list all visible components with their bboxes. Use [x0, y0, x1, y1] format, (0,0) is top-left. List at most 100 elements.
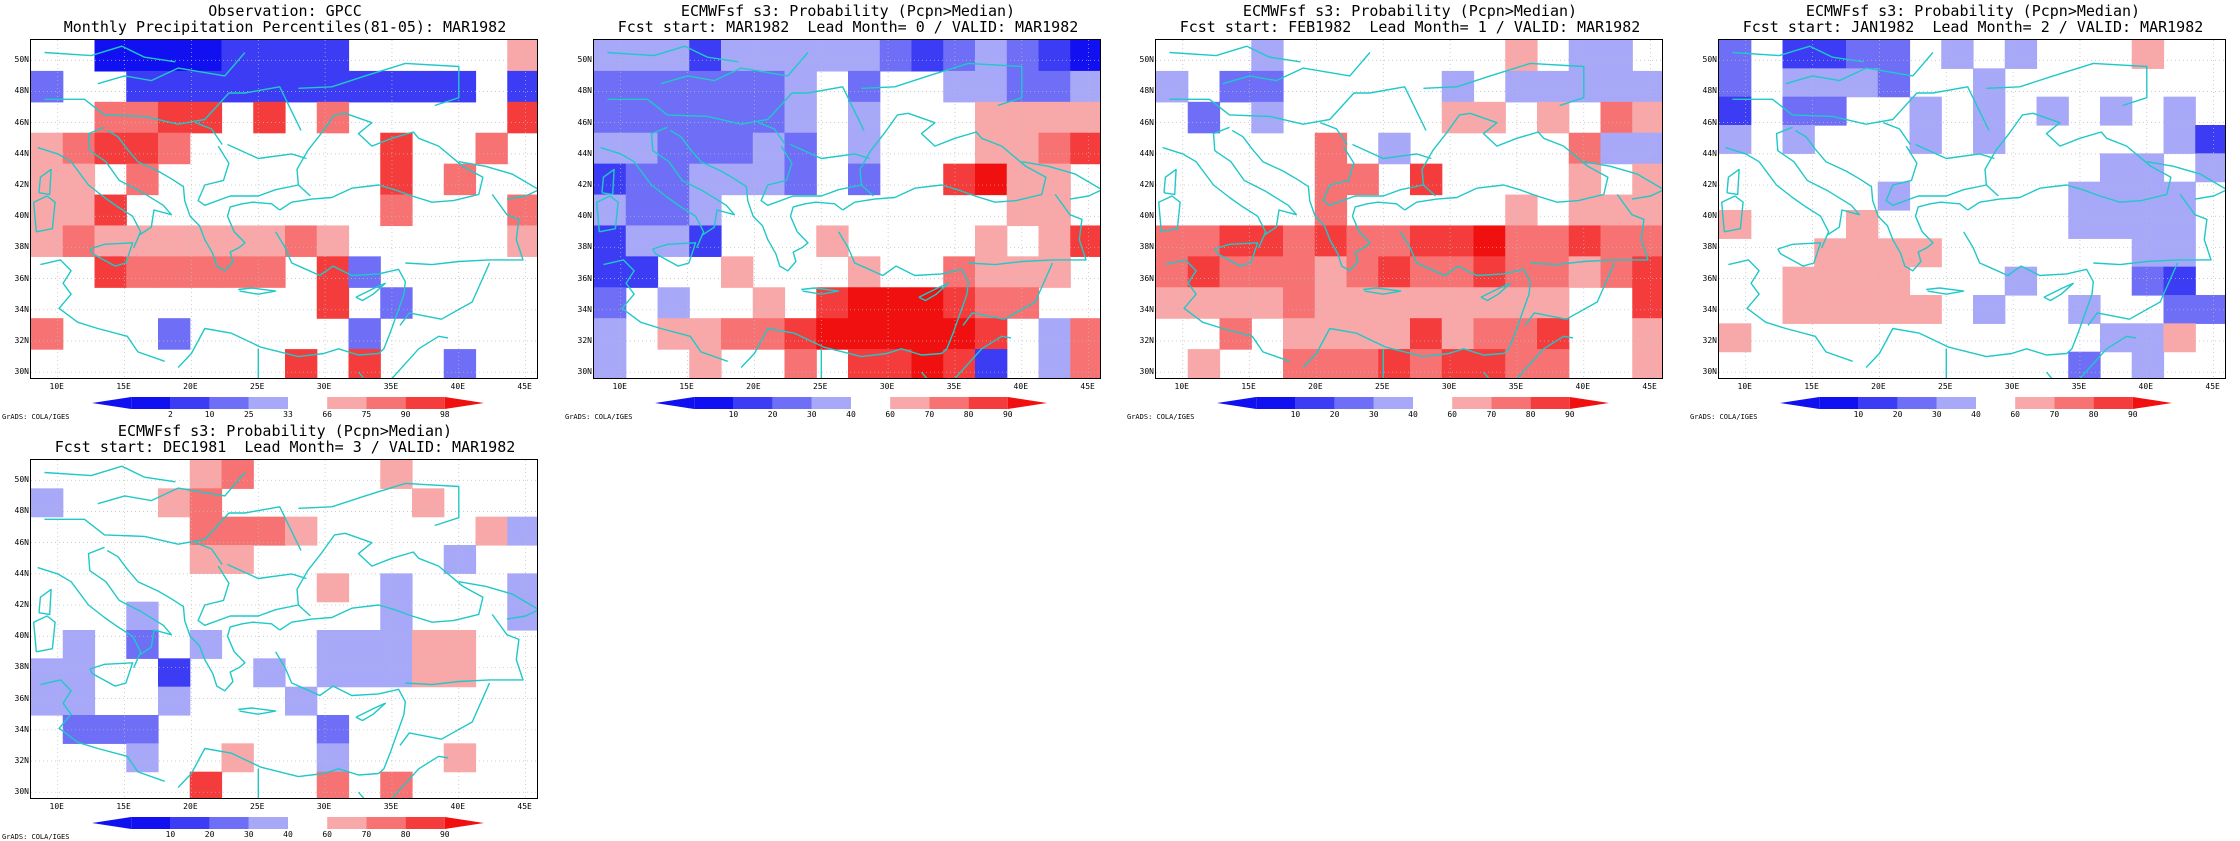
map-panel-lead1: ECMWFsf s3: Probability (Pcpn>Median) Fc… [1125, 0, 1665, 421]
colorbar-segment [811, 397, 851, 409]
grid-cell [625, 225, 659, 257]
grid-cell [1814, 266, 1847, 296]
longitude-tick-label: 35E [946, 382, 962, 391]
grid-cell [2068, 181, 2101, 211]
coastline [38, 168, 52, 196]
grid-cell [1219, 70, 1252, 103]
grid-cell [94, 132, 127, 165]
grid-cell [1187, 256, 1221, 288]
grid-cell [316, 573, 350, 603]
grid-cell [31, 318, 64, 350]
coastline [607, 45, 739, 63]
grid-cell [348, 256, 381, 288]
grid-cell [2068, 295, 2101, 324]
grid-cell [1973, 68, 2006, 98]
colorbar-segment [366, 397, 406, 409]
grid-cell [94, 40, 127, 72]
grid-cell [126, 225, 159, 257]
grid-cell [2131, 210, 2165, 239]
coastline [1165, 259, 1290, 362]
colorbar-segment [1295, 397, 1335, 409]
grid-cell [412, 488, 445, 518]
grid-cell [2195, 125, 2225, 154]
grid-cell [1038, 70, 1071, 103]
coastline [2045, 371, 2053, 378]
coastline [357, 791, 365, 798]
coastline [1480, 282, 1511, 302]
colorbar-segment [1373, 397, 1413, 409]
coastline [1322, 145, 1424, 207]
grid-cell [443, 349, 477, 378]
grid-cell [784, 349, 817, 378]
grid-cell [594, 132, 627, 165]
grid-cell [657, 318, 690, 350]
latitude-tick-label: 46N [1139, 117, 1154, 127]
grid-cell [126, 70, 159, 103]
grid-cell [126, 256, 159, 288]
grid-cell [31, 686, 64, 716]
grid-cell [1782, 40, 1815, 69]
longitude-tick-label: 15E [679, 382, 694, 391]
grid-cell [443, 743, 477, 773]
grid-cell [1070, 318, 1100, 350]
grid-cell [1568, 132, 1602, 165]
latitude-tick-label: 32N [14, 336, 29, 345]
grid-cell [2163, 96, 2196, 126]
colorbar-segment [772, 397, 812, 409]
grid-cell [625, 101, 659, 134]
colorbar-segment [327, 817, 367, 829]
grid-cell [1187, 225, 1221, 257]
grid-cell [689, 70, 722, 103]
coastline [1794, 129, 1969, 272]
grid-cell [1505, 194, 1538, 227]
grid-cell [975, 163, 1008, 196]
coastline [279, 532, 484, 631]
grid-cell [62, 630, 96, 659]
longitude-tick-label: 30E [316, 382, 332, 391]
grid-cell [1537, 349, 1570, 378]
latitude-tick-label: 40N [1702, 211, 1717, 221]
colorbar-label: 40 [283, 830, 293, 839]
colorbar-segment [1976, 397, 2016, 409]
latitude-tick-label: 34N [14, 304, 29, 314]
grid-cell [1346, 225, 1379, 257]
colorbar [655, 397, 1047, 409]
colorbar-segment [1452, 397, 1492, 409]
latitude-tick-label: 30N [1139, 367, 1154, 377]
grid-cell [221, 256, 254, 288]
coastline [1986, 62, 2148, 107]
coastline [298, 62, 460, 107]
colorbar-segment [1334, 397, 1374, 409]
colorbar-label: 30 [806, 410, 817, 419]
latitude-tick-label: 46N [1702, 117, 1717, 127]
colorbar-label: 10 [1290, 410, 1301, 419]
grid-cell [62, 163, 96, 196]
colorbar-label: 30 [243, 830, 254, 839]
grid-cell [1719, 40, 1752, 69]
coastline [399, 682, 491, 746]
grid-cell [1441, 287, 1475, 319]
longitude-tick-label: 35E [383, 382, 399, 391]
colorbar-label: 30 [1368, 410, 1379, 419]
grid-cell [1410, 349, 1443, 378]
grid-cell [1314, 132, 1348, 165]
grid-cell [1505, 225, 1538, 257]
coastline [37, 546, 173, 669]
grid-cell [1038, 40, 1071, 72]
grid-cell [1600, 70, 1633, 103]
coastline [1967, 112, 2172, 211]
longitude-tick-label: 25E [250, 802, 265, 811]
grid-cell [158, 225, 191, 257]
colorbar-label: 98 [439, 410, 450, 419]
colorbar-segment [405, 397, 445, 409]
grid-cell [2100, 210, 2133, 239]
grid-cell [1846, 40, 1879, 69]
longitude-tick-label: 20E [746, 382, 761, 391]
coastline [1021, 161, 1100, 200]
grid-cell [2163, 125, 2196, 154]
coastline [405, 193, 524, 266]
grid-cell [594, 349, 627, 378]
grid-cell [1568, 194, 1602, 227]
grid-cell [816, 225, 849, 257]
grid-cell [784, 70, 817, 103]
